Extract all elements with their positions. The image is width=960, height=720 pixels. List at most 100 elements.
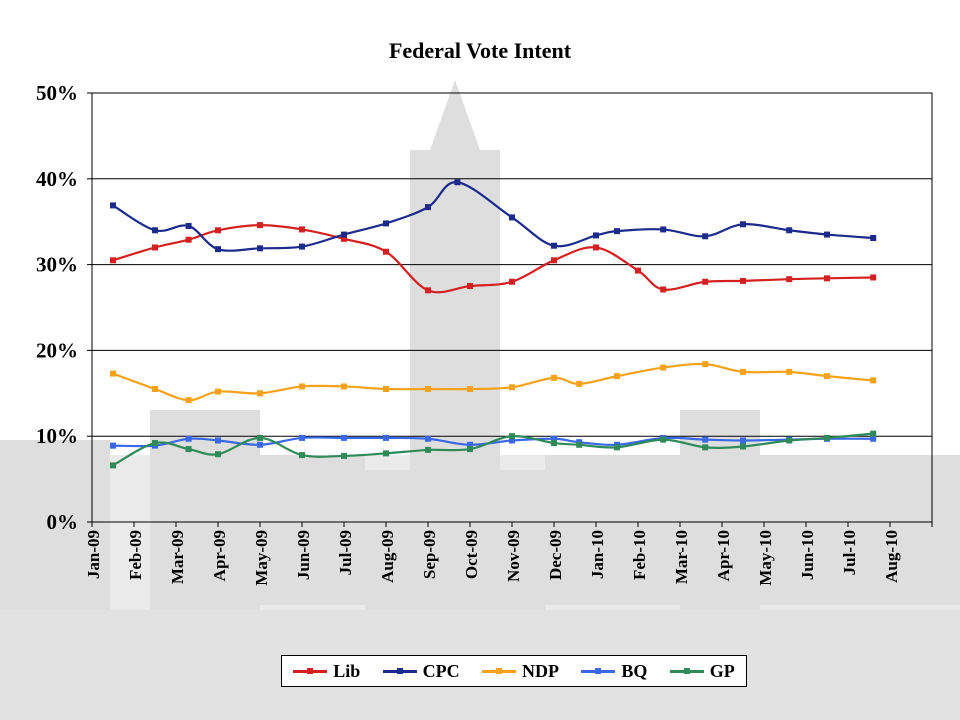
data-point-bq [702, 436, 709, 443]
data-point-gp [215, 451, 221, 458]
data-point-bq [257, 441, 263, 448]
plot-frame [91, 92, 933, 523]
data-point-lib [660, 286, 667, 293]
x-tick-label: Jul-10 [840, 530, 859, 575]
data-point-ndp [257, 390, 263, 397]
x-tick-label: Jun-09 [294, 530, 313, 580]
data-point-cpc [870, 235, 877, 242]
x-tick-label: Feb-10 [630, 530, 649, 580]
data-point-ndp [509, 384, 515, 391]
legend-swatch-gp [669, 667, 704, 674]
x-tick-label: Apr-10 [714, 530, 733, 581]
data-point-lib [702, 278, 709, 285]
data-point-bq [110, 442, 116, 449]
data-point-lib [551, 257, 557, 264]
data-point-gp [740, 443, 746, 450]
data-point-cpc [702, 233, 709, 240]
data-point-bq [509, 437, 515, 444]
x-tick-label: Feb-09 [126, 530, 145, 580]
data-point-cpc [185, 222, 192, 229]
legend-item-bq: BQ [581, 661, 647, 682]
data-point-cpc [551, 242, 557, 249]
data-point-cpc [299, 243, 305, 250]
data-point-cpc [824, 231, 830, 238]
data-point-bq [215, 437, 221, 444]
x-tick-label: Mar-10 [672, 530, 691, 584]
series-line-cpc [112, 181, 874, 252]
data-point-cpc [454, 179, 461, 186]
data-point-lib [383, 248, 389, 255]
legend-item-lib: Lib [293, 661, 360, 682]
data-point-bq [425, 435, 431, 442]
x-tick-label: Jun-10 [798, 530, 817, 580]
y-tick-label: 10% [36, 424, 78, 448]
y-tick-label: 50% [36, 81, 78, 105]
data-point-ndp [341, 383, 347, 390]
data-point-bq [299, 434, 305, 441]
data-point-ndp [576, 380, 583, 387]
data-point-lib [152, 244, 158, 251]
data-point-cpc [152, 227, 158, 234]
x-tick-label: Dec-09 [546, 530, 565, 580]
data-point-lib [110, 257, 116, 264]
x-tick-label: Sep-09 [420, 530, 439, 579]
data-point-lib [824, 275, 830, 282]
data-point-lib [257, 222, 263, 229]
x-tick-label: Jul-09 [336, 530, 355, 575]
data-point-cpc [383, 220, 389, 227]
data-point-ndp [740, 368, 746, 375]
data-point-ndp [824, 373, 830, 380]
data-point-lib [740, 277, 746, 284]
x-tick-label: Mar-09 [168, 530, 187, 584]
data-point-ndp [110, 370, 116, 377]
data-point-lib [467, 283, 473, 290]
data-point-gp [425, 446, 431, 453]
y-tick-label: 20% [36, 338, 78, 362]
series-line-lib [112, 224, 874, 294]
data-point-gp [152, 440, 158, 447]
data-point-ndp [425, 386, 431, 393]
data-point-ndp [185, 397, 192, 404]
data-point-gp [110, 462, 116, 469]
data-point-ndp [870, 377, 877, 384]
data-point-bq [341, 434, 347, 441]
x-tick-label: May-09 [252, 530, 271, 586]
x-tick-label: May-10 [756, 530, 775, 586]
data-point-gp [551, 440, 557, 447]
data-point-bq [383, 434, 389, 441]
data-point-gp [576, 441, 583, 448]
data-point-cpc [257, 245, 263, 252]
data-point-cpc [425, 204, 431, 211]
x-tick-label: Aug-09 [378, 530, 397, 583]
data-point-lib [593, 244, 599, 251]
data-point-gp [299, 452, 305, 459]
legend-swatch-bq [581, 667, 616, 674]
legend: Lib CPC NDP BQ GP [281, 655, 747, 687]
data-point-gp [383, 450, 389, 457]
data-point-ndp [215, 388, 221, 395]
data-point-gp [786, 437, 793, 444]
legend-item-ndp: NDP [482, 661, 559, 682]
data-point-ndp [152, 386, 158, 393]
x-tick-label: Jan-09 [84, 530, 103, 579]
data-point-gp [614, 444, 620, 451]
data-point-lib [786, 276, 793, 283]
data-point-ndp [614, 373, 620, 380]
chart-title: Federal Vote Intent [388, 38, 572, 63]
data-point-lib [635, 267, 641, 274]
data-point-bq [740, 437, 746, 444]
y-tick-label: 40% [36, 167, 78, 191]
legend-label-gp: GP [709, 660, 735, 681]
data-point-gp [702, 444, 709, 451]
x-tick-label: Jan-10 [588, 530, 607, 579]
data-point-lib [299, 226, 305, 233]
data-point-cpc [614, 228, 620, 235]
data-point-ndp [467, 386, 473, 393]
legend-item-cpc: CPC [382, 661, 460, 682]
legend-label-lib: Lib [333, 660, 361, 681]
data-point-cpc [341, 231, 347, 238]
data-point-gp [257, 434, 263, 441]
data-point-cpc [215, 246, 221, 253]
